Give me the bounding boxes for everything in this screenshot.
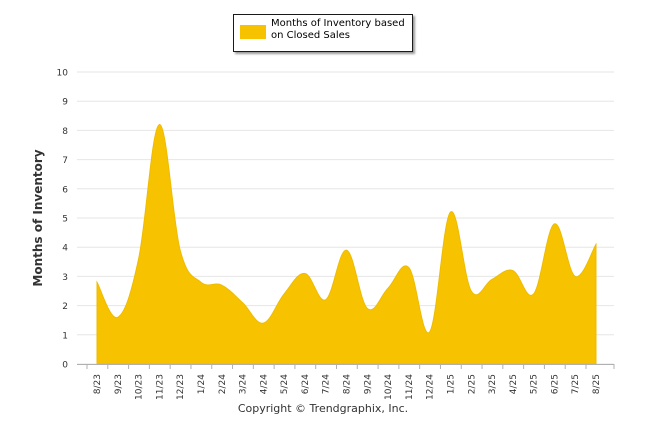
x-tick-label: 2/24 <box>218 374 228 394</box>
area-series <box>96 124 597 365</box>
x-tick-label: 3/24 <box>239 374 249 394</box>
x-tick-label: 8/23 <box>93 374 103 394</box>
y-tick-label: 2 <box>62 302 68 312</box>
y-tick-label: 6 <box>62 185 68 195</box>
y-tick-labels: 0 1 2 3 4 5 6 7 8 9 10 <box>57 69 69 371</box>
area-fill <box>96 124 597 365</box>
y-axis-title: Months of Inventory <box>31 149 45 287</box>
x-tick-label: 3/25 <box>488 374 498 394</box>
x-tick-label: 8/24 <box>343 374 353 394</box>
legend: Months of Inventory based on Closed Sale… <box>233 14 413 52</box>
x-tick-label: 12/24 <box>426 374 436 400</box>
x-tick-label: 10/23 <box>135 374 145 400</box>
y-tick-label: 5 <box>62 215 68 225</box>
x-tick-label: 9/24 <box>363 374 373 394</box>
x-tick-label: 10/24 <box>384 374 394 400</box>
x-tick-label: 9/23 <box>114 374 124 394</box>
y-tick-label: 8 <box>62 127 68 137</box>
y-tick-label: 3 <box>62 273 68 283</box>
y-tick-label: 7 <box>62 156 68 166</box>
x-tick-label: 4/24 <box>259 374 269 394</box>
y-tick-label: 9 <box>62 98 68 108</box>
y-tick-label: 1 <box>62 331 68 341</box>
x-tick-label: 7/25 <box>571 374 581 394</box>
y-tick-label: 4 <box>62 244 68 254</box>
x-tick-label: 4/25 <box>509 374 519 394</box>
x-tick-label: 8/25 <box>592 374 602 394</box>
x-tick-label: 1/24 <box>197 374 207 394</box>
x-tick-label: 7/24 <box>322 374 332 394</box>
x-tick-label: 5/25 <box>530 374 540 394</box>
x-axis <box>77 364 615 369</box>
x-tick-labels: 8/23 9/23 10/23 11/23 12/23 1/24 2/24 3/24 4/24 5… <box>93 374 602 400</box>
x-tick-label: 5/24 <box>280 374 290 394</box>
x-tick-label: 6/24 <box>301 374 311 394</box>
y-tick-label: 0 <box>62 361 68 371</box>
x-tick-label: 2/25 <box>467 374 477 394</box>
legend-label: Months of Inventory based on Closed Sale… <box>271 18 405 41</box>
x-tick-label: 11/24 <box>405 374 415 400</box>
copyright-footer: Copyright © Trendgraphix, Inc. <box>237 402 409 415</box>
x-tick-label: 6/25 <box>550 374 560 394</box>
y-tick-label: 10 <box>57 69 69 79</box>
x-tick-label: 11/23 <box>155 374 165 400</box>
legend-swatch <box>240 25 266 39</box>
x-tick-label: 12/23 <box>176 374 186 400</box>
x-tick-label: 1/25 <box>446 374 456 394</box>
